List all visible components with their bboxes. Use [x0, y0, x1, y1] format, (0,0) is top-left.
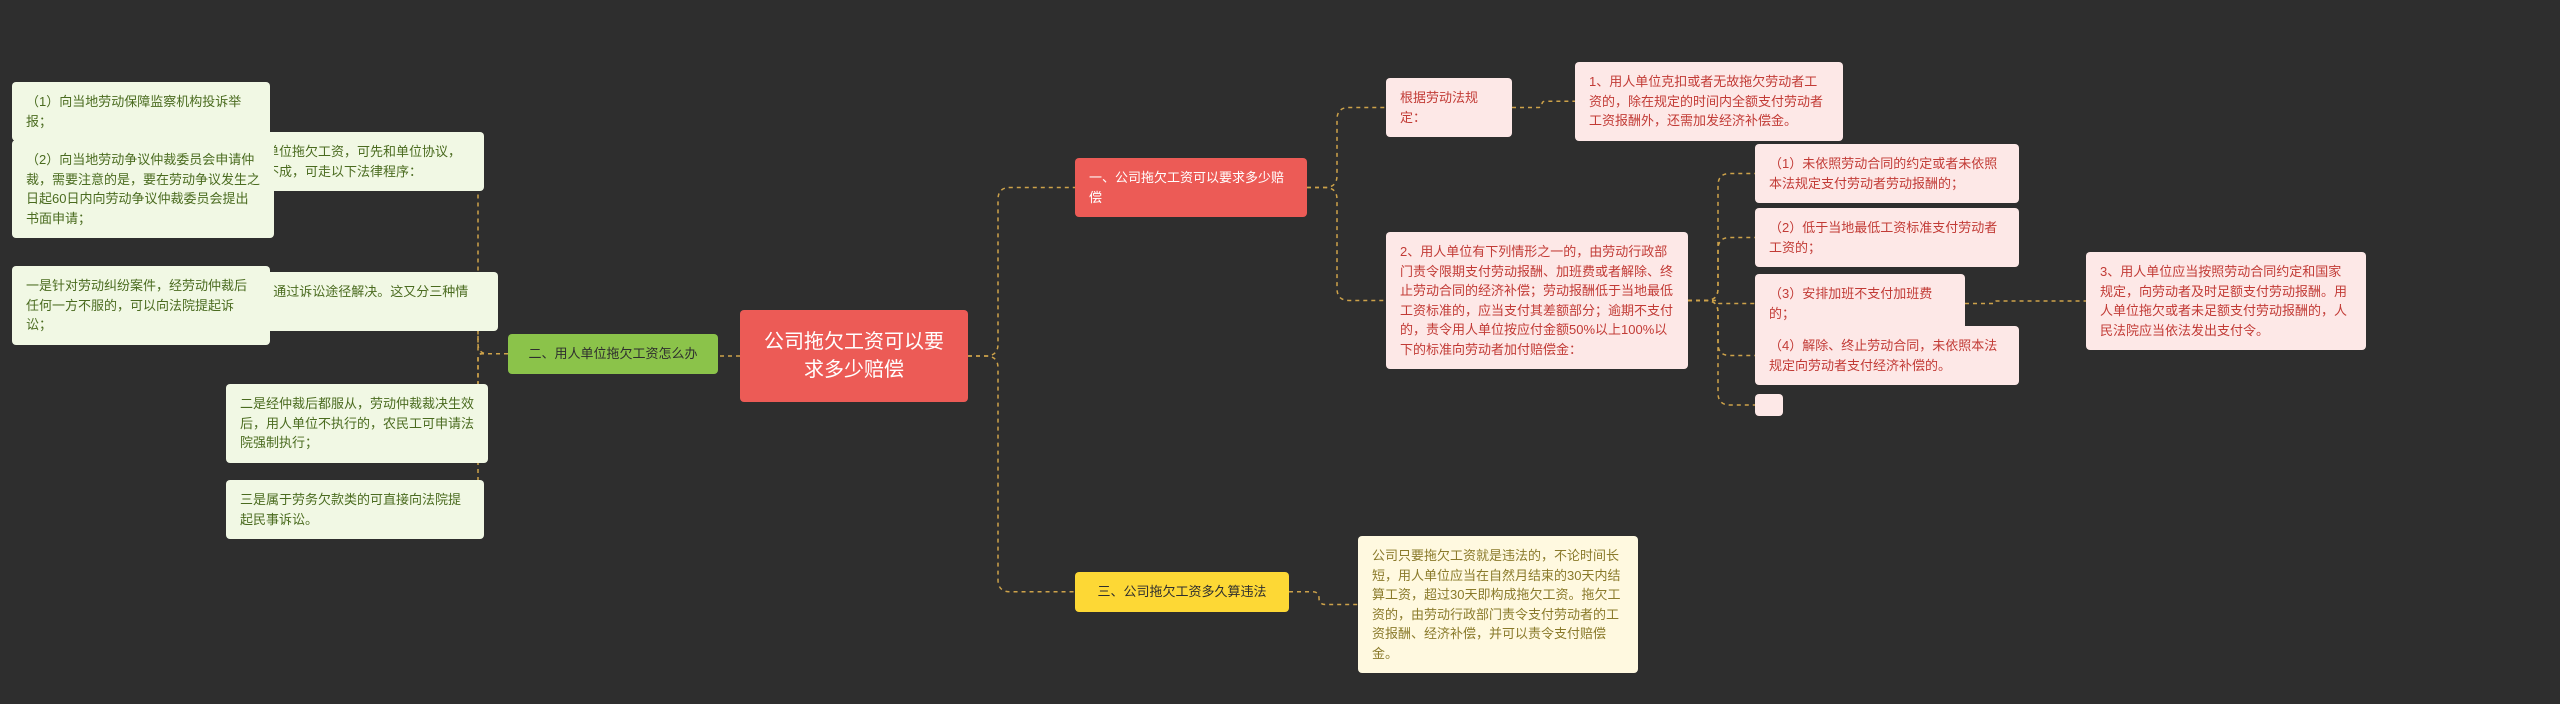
mindmap-node-label: （3）安排加班不支付加班费的；	[1769, 284, 1951, 323]
mindmap-node-b1b1[interactable]: （1）未依照劳动合同的约定或者未依照本法规定支付劳动者劳动报酬的；	[1755, 144, 2019, 203]
mindmap-node-root[interactable]: 公司拖欠工资可以要求多少赔偿	[740, 310, 968, 402]
mindmap-node-label: 公司只要拖欠工资就是违法的，不论时间长短，用人单位应当在自然月结束的30天内结算…	[1372, 546, 1624, 663]
connector-b1a-b1a1	[1512, 101, 1575, 107]
connector-b3-b3a	[1289, 592, 1358, 605]
mindmap-node-label: （4）解除、终止劳动合同，未依照本法规定向劳动者支付经济补偿的。	[1769, 336, 2005, 375]
mindmap-node-b1b2[interactable]: （2）低于当地最低工资标准支付劳动者工资的；	[1755, 208, 2019, 267]
mindmap-node-label: （1）未依照劳动合同的约定或者未依照本法规定支付劳动者劳动报酬的；	[1769, 154, 2005, 193]
mindmap-node-b1b1a[interactable]: 3、用人单位应当按照劳动合同约定和国家规定，向劳动者及时足额支付劳动报酬。用人单…	[2086, 252, 2366, 350]
mindmap-node-b2a1[interactable]: （1）向当地劳动保障监察机构投诉举报；	[12, 82, 270, 141]
mindmap-node-b2b1[interactable]: 一是针对劳动纠纷案件，经劳动仲裁后任何一方不服的，可以向法院提起诉讼；	[12, 266, 270, 345]
mindmap-node-b1b5[interactable]	[1755, 394, 1783, 416]
mindmap-node-b1b[interactable]: 2、用人单位有下列情形之一的，由劳动行政部门责令限期支付劳动报酬、加班费或者解除…	[1386, 232, 1688, 369]
mindmap-node-b1b3[interactable]: （3）安排加班不支付加班费的；	[1755, 274, 1965, 333]
mindmap-node-b2d[interactable]: 三是属于劳务欠款类的可直接向法院提起民事诉讼。	[226, 480, 484, 539]
connector-b1b-b1b2	[1688, 238, 1755, 301]
mindmap-node-b2a2[interactable]: （2）向当地劳动争议仲裁委员会申请仲裁，需要注意的是，要在劳动争议发生之日起60…	[12, 140, 274, 238]
mindmap-node-label: 根据劳动法规定：	[1400, 88, 1498, 127]
mindmap-node-label: 一是针对劳动纠纷案件，经劳动仲裁后任何一方不服的，可以向法院提起诉讼；	[26, 276, 256, 335]
mindmap-node-label: （2）低于当地最低工资标准支付劳动者工资的；	[1769, 218, 2005, 257]
mindmap-node-label: 1、用人单位克扣或者无故拖欠劳动者工资的，除在规定的时间内全额支付劳动者工资报酬…	[1589, 72, 1829, 131]
connector-b1b-b1b1	[1688, 174, 1755, 301]
mindmap-node-label: （3）通过诉讼途径解决。这又分三种情况：	[240, 282, 484, 321]
mindmap-node-label: 用人单位拖欠工资，可先和单位协议，协商不成，可走以下法律程序：	[240, 142, 470, 181]
mindmap-node-b1[interactable]: 一、公司拖欠工资可以要求多少赔偿	[1075, 158, 1307, 217]
connector-root-b3	[968, 356, 1075, 592]
mindmap-node-label: （2）向当地劳动争议仲裁委员会申请仲裁，需要注意的是，要在劳动争议发生之日起60…	[26, 150, 260, 228]
mindmap-node-label: （1）向当地劳动保障监察机构投诉举报；	[26, 92, 256, 131]
connector-b1b-b1b5	[1688, 301, 1755, 406]
connector-b1b-b1b3	[1688, 301, 1755, 304]
mindmap-node-b1a[interactable]: 根据劳动法规定：	[1386, 78, 1512, 137]
mindmap-node-label: 3、用人单位应当按照劳动合同约定和国家规定，向劳动者及时足额支付劳动报酬。用人单…	[2100, 262, 2352, 340]
mindmap-node-label: 三、公司拖欠工资多久算违法	[1097, 582, 1266, 602]
mindmap-node-label: 二、用人单位拖欠工资怎么办	[528, 344, 697, 364]
connector-b1-b1b	[1307, 188, 1386, 301]
mindmap-node-label: 2、用人单位有下列情形之一的，由劳动行政部门责令限期支付劳动报酬、加班费或者解除…	[1400, 242, 1674, 359]
connector-b1-b1a	[1307, 108, 1386, 188]
mindmap-node-label: 一、公司拖欠工资可以要求多少赔偿	[1089, 168, 1293, 207]
connector-b1b-b1b4	[1688, 301, 1755, 356]
mindmap-node-label: 二是经仲裁后都服从，劳动仲裁裁决生效后，用人单位不执行的，农民工可申请法院强制执…	[240, 394, 474, 453]
mindmap-node-b2c[interactable]: 二是经仲裁后都服从，劳动仲裁裁决生效后，用人单位不执行的，农民工可申请法院强制执…	[226, 384, 488, 463]
mindmap-node-b3a[interactable]: 公司只要拖欠工资就是违法的，不论时间长短，用人单位应当在自然月结束的30天内结算…	[1358, 536, 1638, 673]
mindmap-node-label: 公司拖欠工资可以要求多少赔偿	[760, 328, 948, 384]
mindmap-node-b1a1[interactable]: 1、用人单位克扣或者无故拖欠劳动者工资的，除在规定的时间内全额支付劳动者工资报酬…	[1575, 62, 1843, 141]
mindmap-node-b3[interactable]: 三、公司拖欠工资多久算违法	[1075, 572, 1289, 612]
connector-b1b3-b1b1a	[1965, 301, 2086, 304]
connector-root-b1	[968, 188, 1075, 357]
mindmap-node-b1b4[interactable]: （4）解除、终止劳动合同，未依照本法规定向劳动者支付经济补偿的。	[1755, 326, 2019, 385]
mindmap-node-label: 三是属于劳务欠款类的可直接向法院提起民事诉讼。	[240, 490, 470, 529]
mindmap-node-b2[interactable]: 二、用人单位拖欠工资怎么办	[508, 334, 718, 374]
